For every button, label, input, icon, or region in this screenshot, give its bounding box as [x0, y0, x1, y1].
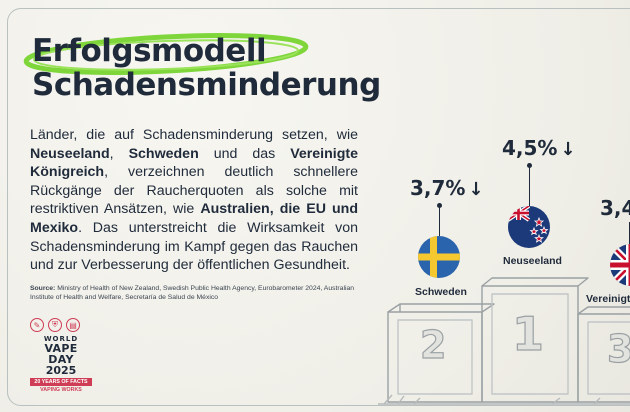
vape-icon: ✎ [30, 318, 44, 332]
down-arrow-icon: ↓ [468, 179, 484, 200]
source-text: Ministry of Health of New Zealand, Swedi… [30, 285, 355, 301]
new-zealand-rate-value: 4,5% [502, 136, 558, 160]
document-icon: ▤ [66, 318, 80, 332]
logo-icons: ✎ ⛨ ▤ [30, 318, 92, 332]
podium-place-1: 1 [512, 307, 544, 361]
body-paragraph: Länder, die auf Schadensminderung setzen… [30, 126, 358, 275]
body-segment: . Das unterstreicht die Wirksamkeit von … [30, 219, 358, 274]
podium-place-2: 2 [420, 323, 446, 367]
sweden-rate-value: 3,7% [410, 176, 466, 200]
sweden-pin-dot [437, 203, 442, 208]
title-line-1: Erfolgsmodell [32, 33, 267, 69]
shield-icon: ⛨ [48, 318, 62, 332]
body-highlight: Neuseeland [30, 145, 110, 162]
body-highlight: Vereinigte Königreich [30, 145, 359, 181]
body-segment: , [109, 145, 129, 162]
page-title: Erfolgsmodell Schadensminderung [32, 34, 381, 102]
new-zealand-flag-icon [508, 206, 550, 248]
new-zealand-rate: 4,5% ↓ [502, 136, 576, 160]
logo-line-1: WORLD [43, 335, 79, 343]
sweden-pin-line [439, 206, 440, 236]
body-segment: und das [198, 145, 291, 162]
uk-flag-icon [610, 244, 630, 286]
title-block: Erfolgsmodell Schadensminderung [16, 30, 381, 110]
down-arrow-icon: ↓ [560, 139, 576, 160]
sweden-label: Schweden [415, 286, 467, 298]
source-note: Source: Ministry of Health of New Zealan… [30, 284, 360, 302]
body-segment: , verzeichnen deutlich schnellere Rückgä… [30, 164, 358, 218]
uk-rate: 3,4 [600, 196, 630, 220]
logo-badge: 20 YEARS OF FACTS [30, 378, 92, 386]
page-frame [7, 8, 630, 406]
new-zealand-pin-line [529, 166, 530, 206]
body-segment: Länder, die auf Schadensminderung setzen… [30, 127, 358, 143]
body-highlight: Schweden [128, 145, 199, 162]
sweden-rate: 3,7% ↓ [410, 176, 484, 200]
uk-rate-value: 3,4 [600, 196, 630, 220]
sweden-flag-icon [418, 236, 460, 278]
logo-line-3: 2025 [45, 364, 77, 377]
new-zealand-pin-dot [527, 163, 532, 168]
body-highlight: Australien, die EU und Mexiko [30, 201, 358, 236]
highlight-swoosh [23, 33, 309, 75]
new-zealand-label: Neuseeland [503, 255, 562, 267]
uk-label: Vereinigtes Königreich [586, 293, 630, 305]
podium-place-3: 3 [607, 327, 630, 371]
logo-line-2: VAPE DAY [44, 342, 78, 366]
world-vape-day-logo: ✎ ⛨ ▤ WORLD VAPE DAY 2025 20 YEARS OF FA… [30, 318, 92, 393]
title-line-2: Schadensminderung [32, 67, 381, 103]
logo-tagline: VAPING WORKS [40, 387, 82, 393]
source-label: Source: [30, 285, 56, 292]
